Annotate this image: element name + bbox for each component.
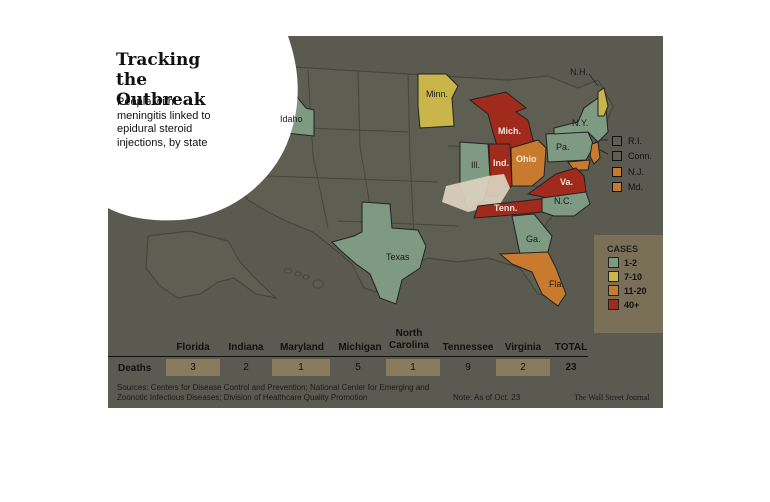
state-label-idaho: Idaho (280, 114, 303, 124)
cell-indiana: 2 (243, 362, 249, 373)
state-maryland (567, 159, 591, 171)
state-pennsylvania (545, 131, 595, 163)
table-rule (108, 356, 588, 357)
footer-sources: Sources: Centers for Disease Control and… (117, 383, 430, 402)
legend-label-11-20: 11-20 (624, 285, 647, 296)
title-blob (108, 36, 298, 221)
map-title: Tracking the Outbreak (116, 50, 206, 110)
key-ri-label: R.I. (628, 135, 643, 146)
state-label-nc: N.C. (554, 196, 572, 206)
legend-label-40-plus: 40+ (624, 299, 640, 310)
cell-total: 23 (565, 362, 577, 373)
state-label-minn: Minn. (426, 89, 449, 99)
legend-swatch-1-2 (608, 257, 619, 268)
legend-label-1-2: 1-2 (624, 257, 638, 268)
cases-legend: CASES 1-2 7-10 11-20 40+ (594, 235, 663, 333)
col-head-tennessee: Tennessee (442, 342, 494, 353)
state-label-ny: N.Y. (572, 118, 589, 128)
cell-florida: 3 (166, 359, 220, 376)
state-label-fla: Fla. (549, 279, 565, 289)
hawaii-shape (283, 268, 324, 289)
state-label-pa: Pa. (556, 142, 570, 152)
state-label-ill: Ill. (471, 160, 480, 170)
state-label-ind: Ind. (493, 158, 509, 168)
legend-item-11-20: 11-20 (608, 285, 647, 296)
col-head-maryland: Maryland (280, 342, 324, 353)
state-label-ohio: Ohio (516, 154, 537, 164)
col-head-indiana: Indiana (228, 342, 264, 353)
state-label-texas: Texas (386, 252, 410, 262)
footer-credit: The Wall Street Journal (574, 393, 650, 402)
state-kentucky (442, 174, 510, 212)
col-head-michigan: Michigan (338, 342, 382, 353)
key-md-swatch (612, 181, 622, 192)
state-minnesota (417, 73, 459, 129)
leader-lines (588, 73, 609, 155)
state-georgia (511, 213, 553, 255)
alaska-shape (145, 230, 278, 299)
col-head-florida: Florida (176, 342, 210, 353)
us-map (108, 36, 614, 307)
cell-virginia: 2 (496, 359, 550, 376)
state-texas (331, 201, 427, 305)
legend-swatch-40-plus (608, 299, 619, 310)
state-new-jersey (589, 141, 601, 165)
col-head-virginia: Virginia (504, 342, 542, 353)
deaths-table: Florida Indiana Maryland Michigan North … (108, 326, 663, 376)
col-head-total: TOTAL (554, 342, 588, 353)
key-conn-swatch (612, 150, 622, 161)
deaths-row-label: Deaths (118, 363, 152, 374)
key-ri-swatch (612, 135, 622, 146)
state-label-mich: Mich. (498, 126, 522, 136)
legend-label-7-10: 7-10 (624, 271, 643, 282)
legend-item-1-2: 1-2 (608, 257, 637, 268)
cell-north-carolina: 1 (386, 359, 440, 376)
legend-swatch-11-20 (608, 285, 619, 296)
key-nj: N.J. (612, 166, 644, 177)
state-label-nh: N.H. (570, 67, 588, 77)
state-north-carolina (541, 191, 591, 217)
key-ri: R.I. (612, 135, 642, 146)
legend-item-7-10: 7-10 (608, 271, 642, 282)
cell-maryland: 1 (272, 359, 330, 376)
key-conn-label: Conn. (628, 150, 653, 161)
key-nj-swatch (612, 166, 622, 177)
cell-michigan: 5 (355, 362, 361, 373)
state-label-ga: Ga. (526, 234, 541, 244)
map-subtitle: People with meningitis linked to epidura… (117, 96, 211, 149)
legend-swatch-7-10 (608, 271, 619, 282)
state-label-tenn: Tenn. (494, 203, 518, 213)
state-florida (498, 251, 567, 307)
key-conn: Conn. (612, 150, 652, 161)
col-head-north-carolina: North Carolina (388, 328, 429, 351)
footer-note: Note: As of Oct. 23 (453, 393, 521, 402)
state-ohio (510, 139, 547, 187)
key-nj-label: N.J. (628, 166, 645, 177)
key-md-label: Md. (628, 181, 644, 192)
legend-title: CASES (607, 244, 639, 254)
state-new-york (553, 97, 609, 143)
cell-tennessee: 9 (465, 362, 471, 373)
key-md: Md. (612, 181, 643, 192)
state-new-hampshire (597, 87, 609, 117)
legend-item-40-plus: 40+ (608, 299, 639, 310)
outbreak-map-graphic: Tracking the Outbreak People with mening… (108, 36, 663, 408)
state-label-va: Va. (560, 177, 574, 187)
